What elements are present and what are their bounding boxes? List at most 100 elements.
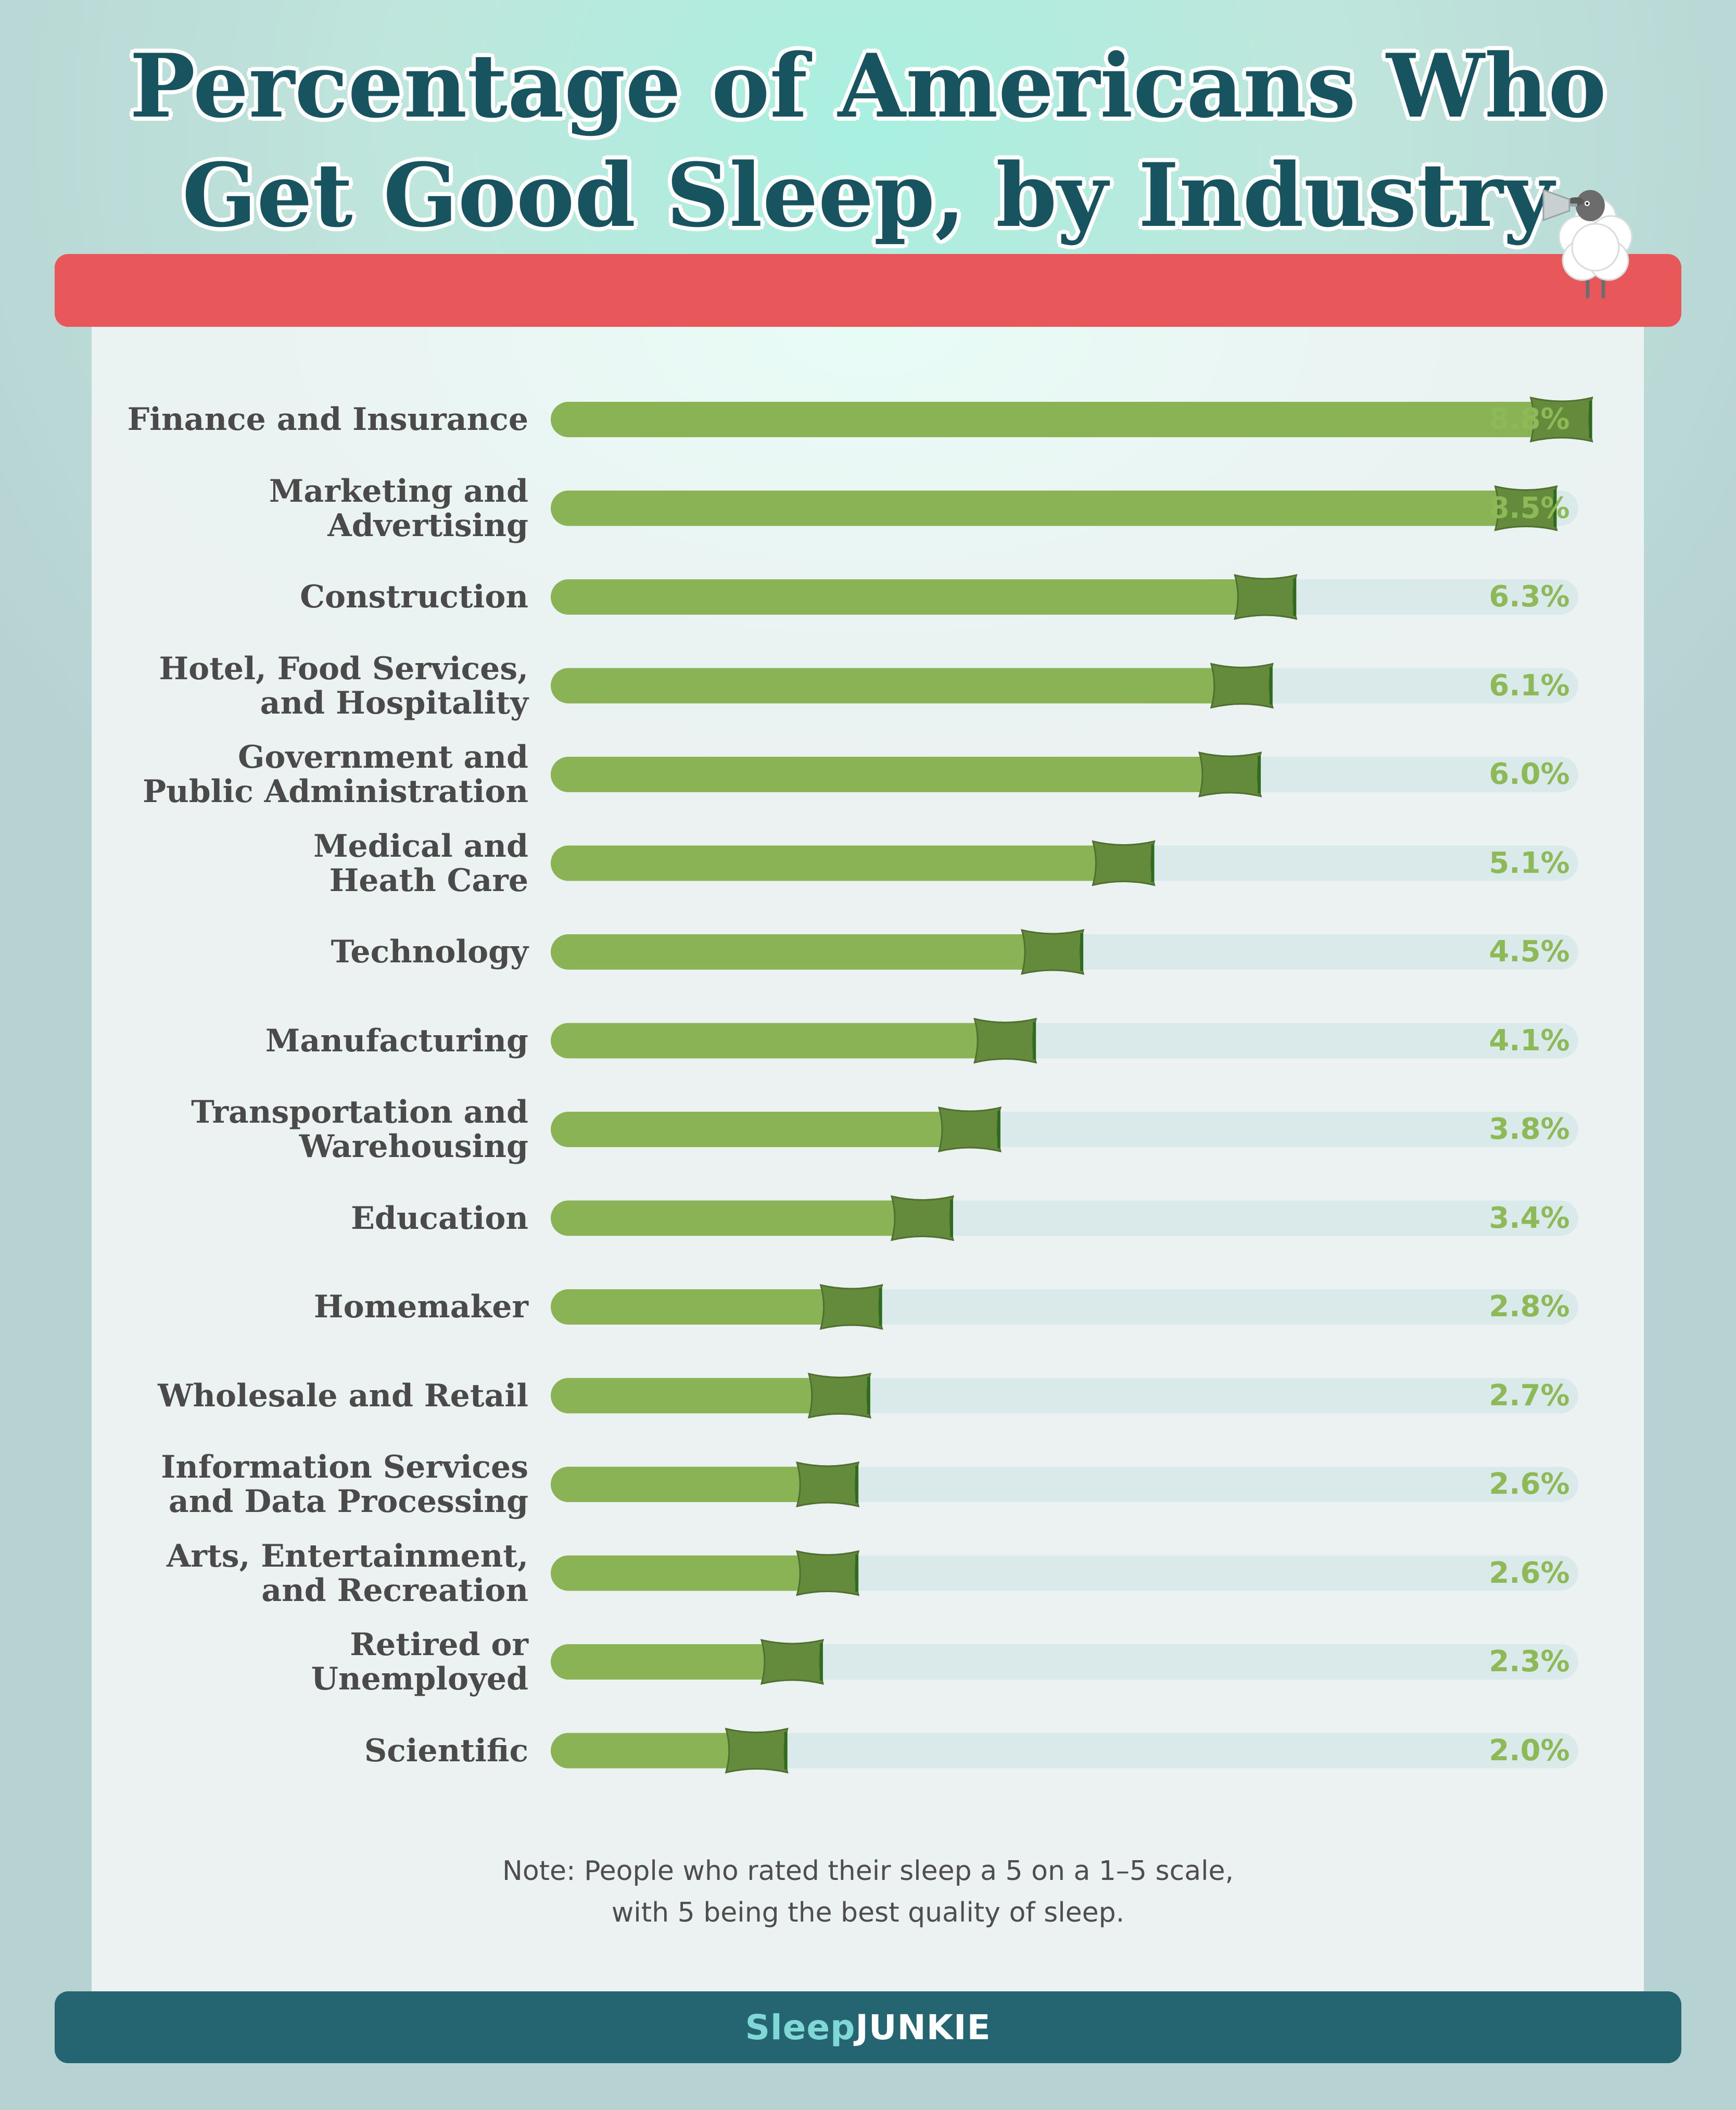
category-label: Government and Public Administration: [60, 740, 528, 809]
category-label-line: Unemployed: [311, 1661, 528, 1697]
category-label: Hotel, Food Services, and Hospitality: [60, 652, 528, 720]
pillow-seam: [1033, 1022, 1036, 1060]
pillow-seam: [1080, 933, 1084, 971]
pillow-icon: [1210, 663, 1274, 709]
category-label-line: Finance and Insurance: [127, 401, 528, 438]
pillow-seam: [1589, 401, 1592, 438]
value-label: 2.7%: [1489, 1378, 1570, 1413]
footnote-line-2: with 5 being the best quality of sleep.: [611, 1897, 1125, 1928]
bar: [551, 845, 1155, 881]
category-label-line: Public Administration: [142, 773, 528, 810]
pillow-icon: [1198, 751, 1262, 798]
pillow-seam: [784, 1732, 788, 1770]
bar: [551, 1644, 823, 1680]
bar: [551, 1467, 859, 1502]
category-label: Transportation and Warehousing: [60, 1095, 528, 1164]
pillow-icon: [1494, 485, 1558, 531]
bar: [551, 402, 1592, 437]
category-label-line: and Data Processing: [168, 1483, 528, 1520]
category-label-line: Arts, Entertainment,: [166, 1537, 528, 1574]
category-label: Marketing and Advertising: [60, 474, 528, 543]
value-label: 3.4%: [1489, 1201, 1570, 1235]
value-label: 2.3%: [1489, 1645, 1570, 1679]
category-label: Medical and Heath Care: [60, 829, 528, 898]
pillow-icon: [937, 1106, 1002, 1153]
category-label-line: and Recreation: [261, 1572, 528, 1609]
pillow-seam: [1151, 844, 1155, 882]
bar: [551, 757, 1261, 792]
bar: [551, 490, 1557, 526]
category-label-line: Transportation and: [191, 1094, 528, 1130]
category-label-line: Hotel, Food Services,: [159, 650, 528, 687]
pillow-icon: [725, 1727, 789, 1774]
category-label: Finance and Insurance: [60, 402, 528, 437]
category-label-line: Information Services: [161, 1449, 528, 1485]
value-label: 4.5%: [1489, 935, 1570, 969]
value-label: 3.8%: [1489, 1112, 1570, 1146]
category-label: Manufacturing: [60, 1024, 528, 1058]
category-label-line: Advertising: [327, 507, 528, 544]
category-label-line: Construction: [300, 579, 528, 615]
category-label: Scientific: [60, 1734, 528, 1768]
bar: [551, 579, 1297, 615]
brand-logo[interactable]: SleepJUNKIE: [745, 2007, 991, 2048]
pillow-icon: [795, 1461, 860, 1508]
chart-title-line-1: Percentage of Americans Who: [129, 34, 1607, 137]
value-label: 6.1%: [1489, 668, 1570, 703]
footnote-line-1: Note: People who rated their sleep a 5 o…: [502, 1855, 1234, 1887]
pillow-seam: [997, 1111, 1000, 1148]
pillow-icon: [795, 1550, 860, 1596]
category-label-line: Heath Care: [329, 862, 528, 899]
pillow-seam: [1258, 756, 1261, 793]
pillow-icon: [1092, 840, 1156, 886]
category-label: Information Services and Data Processing: [60, 1450, 528, 1519]
category-label-line: Homemaker: [313, 1289, 528, 1325]
bar: [551, 1200, 953, 1236]
sheep-icon: [1542, 188, 1633, 299]
value-label: 2.6%: [1489, 1556, 1570, 1590]
category-label: Technology: [60, 935, 528, 969]
pillow-icon: [973, 1018, 1037, 1064]
value-label: 6.0%: [1489, 757, 1570, 791]
bar: [551, 1112, 1000, 1147]
value-label: 4.1%: [1489, 1023, 1570, 1058]
pillow-icon: [1529, 396, 1593, 443]
category-label-line: Technology: [331, 934, 528, 970]
value-label: 2.8%: [1489, 1290, 1570, 1324]
pillow-seam: [879, 1288, 882, 1326]
pillow-icon: [760, 1638, 825, 1685]
bar: [551, 1555, 859, 1591]
value-label: 8.5%: [1489, 491, 1570, 525]
bar: [551, 934, 1084, 970]
category-label-line: Warehousing: [299, 1128, 528, 1165]
category-label-line: Manufacturing: [265, 1022, 528, 1059]
pillow-seam: [1269, 667, 1273, 705]
category-label-line: Retired or: [350, 1626, 528, 1663]
category-label: Education: [60, 1201, 528, 1236]
bar: [551, 1378, 870, 1414]
value-label: 6.3%: [1489, 580, 1570, 614]
value-label: 2.0%: [1489, 1733, 1570, 1768]
category-label-line: Wholesale and Retail: [157, 1377, 528, 1414]
category-label-line: Government and: [238, 739, 528, 776]
category-label-line: Scientific: [364, 1732, 528, 1769]
chart-title-line-2: Get Good Sleep, by Industry: [182, 144, 1554, 247]
pillow-seam: [867, 1377, 870, 1415]
brand-logo-part-1: Sleep: [745, 2007, 856, 2048]
pillow-icon: [890, 1195, 955, 1241]
pillow-icon: [1234, 574, 1298, 620]
header-band: [55, 254, 1681, 327]
pillow-seam: [1293, 578, 1297, 616]
pillow-seam: [819, 1643, 823, 1681]
category-label: Homemaker: [60, 1290, 528, 1324]
chart-title: Percentage of Americans Who Get Good Sle…: [0, 31, 1736, 250]
value-label: 2.6%: [1489, 1467, 1570, 1501]
value-label: 8.8%: [1489, 402, 1570, 436]
category-label: Wholesale and Retail: [60, 1379, 528, 1413]
value-label: 5.1%: [1489, 846, 1570, 880]
brand-logo-part-2: JUNKIE: [855, 2007, 991, 2048]
pillow-icon: [819, 1283, 883, 1330]
category-label-line: Marketing and: [269, 473, 528, 510]
bar: [551, 1023, 1036, 1059]
